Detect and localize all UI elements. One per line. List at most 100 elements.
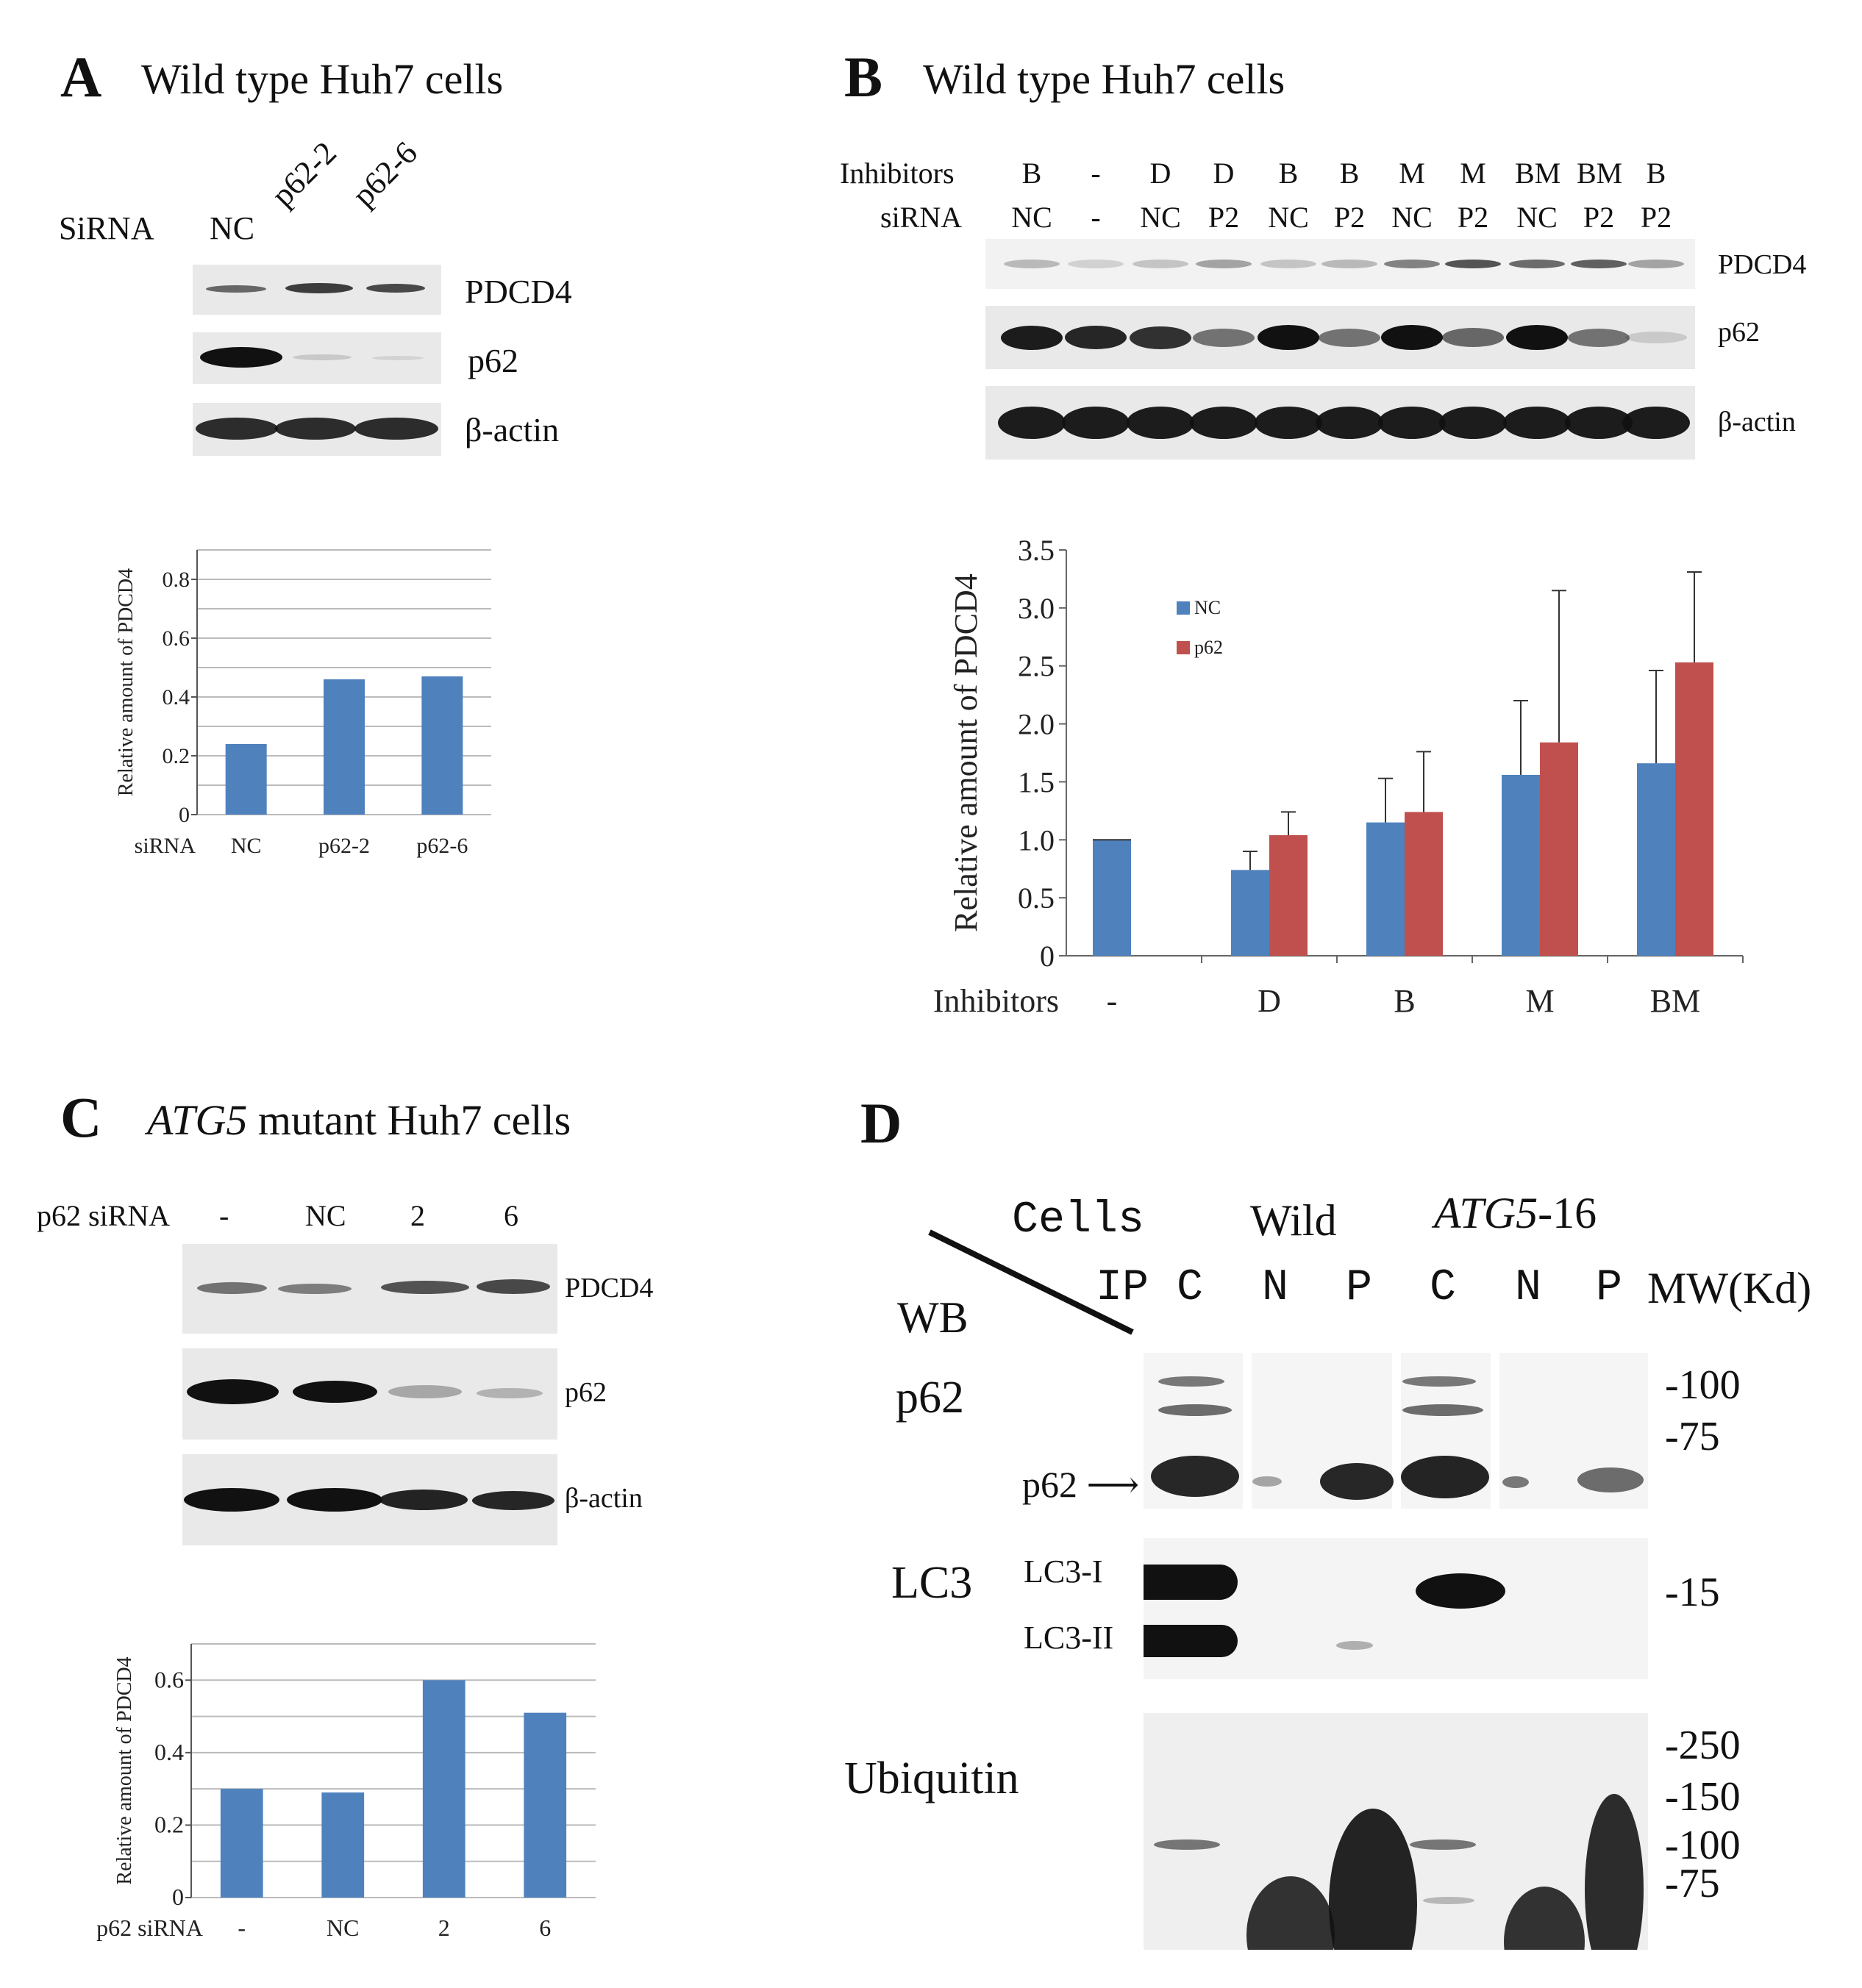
panel-a-lane-label: NC: [210, 210, 255, 246]
panel-c-lane-label: 2: [410, 1199, 425, 1232]
bar: [422, 1680, 465, 1898]
panel-a-sirna-label: SiRNA: [59, 210, 154, 246]
y-tick-label: 2.0: [1018, 708, 1055, 741]
bar-NC: [1093, 840, 1131, 956]
bar: [421, 676, 463, 815]
lc3-band-label: LC3-II: [1024, 1620, 1114, 1656]
inhibitor-lane-label: M: [1460, 157, 1486, 190]
mutant-label: ATG5-16: [1434, 1189, 1597, 1237]
x-axis-label: siRNA: [135, 834, 196, 858]
inhibitor-lane-label: BM: [1577, 157, 1623, 190]
panel-c-letter: C: [60, 1085, 102, 1149]
blot-label: PDCD4: [465, 273, 572, 310]
wb-label: WB: [897, 1293, 969, 1342]
y-tick-label: 0: [179, 803, 190, 827]
sirna-lane-label: NC: [1516, 201, 1558, 234]
panel-c-title: ATG5 mutant Huh7 cells: [147, 1096, 571, 1144]
sirna-lane-label: P2: [1457, 201, 1489, 234]
western-blot-pdcd4: [193, 265, 441, 315]
wb-row-label: Ubiquitin: [844, 1753, 1019, 1803]
western-blot-pdcd4: [985, 239, 1695, 289]
y-tick-label: 1.5: [1018, 765, 1055, 798]
sirna-lane-label: NC: [1391, 201, 1433, 234]
bar-p62: [1540, 742, 1578, 956]
panel-b-title: Wild type Huh7 cells: [923, 55, 1285, 103]
panel-b-letter: B: [844, 45, 883, 109]
sirna-lane-label: P2: [1333, 201, 1366, 234]
legend-label: p62: [1194, 637, 1223, 658]
blot-label: PDCD4: [565, 1273, 654, 1304]
western-blot-p62: [985, 306, 1695, 369]
panel-c-lane-label: NC: [305, 1199, 346, 1232]
inhibitor-lane-label: M: [1399, 157, 1425, 190]
western-blot-actin: [985, 386, 1695, 460]
inhibitor-lane-label: -: [1091, 157, 1101, 190]
lc3-band-label: LC3-I: [1024, 1553, 1103, 1590]
lane-label: N: [1515, 1263, 1542, 1313]
inhibitor-lane-label: B: [1021, 157, 1042, 190]
y-tick-label: 2.5: [1018, 650, 1055, 683]
x-tick-label: -: [238, 1914, 246, 1941]
inhibitor-lane-label: B: [1646, 157, 1666, 190]
bar: [321, 1792, 365, 1898]
y-tick-label: 3.5: [1018, 534, 1055, 567]
mw-marker: -15: [1665, 1570, 1720, 1615]
mw-marker: -75: [1665, 1414, 1720, 1459]
x-tick-label: -: [1107, 983, 1118, 1019]
wb-row-label: LC3: [891, 1558, 973, 1608]
y-tick-label: 0.4: [154, 1739, 184, 1765]
bar-p62: [1405, 812, 1443, 956]
mw-marker: -100: [1665, 1823, 1741, 1868]
bar-NC: [1231, 870, 1269, 956]
sirna-lane-label: NC: [1268, 201, 1309, 234]
y-tick-label: 0.2: [154, 1811, 184, 1837]
x-tick-label: D: [1258, 983, 1281, 1019]
legend-swatch: [1177, 601, 1190, 615]
inhibitor-lane-label: BM: [1515, 157, 1561, 190]
panel-a-letter: A: [60, 45, 102, 109]
sirna-lane-label: -: [1091, 201, 1101, 234]
x-tick-label: M: [1525, 983, 1554, 1019]
bar-chart-a: 0 0.2 0.4 0.6 0.8 NC p62-2 p62-6 siRNA Relative a…: [115, 549, 491, 858]
western-blot-p62: [182, 1348, 557, 1440]
bar-p62: [1675, 662, 1713, 956]
panel-c-lane-label: -: [219, 1199, 229, 1232]
bar: [225, 744, 267, 815]
legend-swatch: [1177, 641, 1190, 654]
mw-label: MW(Kd): [1647, 1264, 1812, 1312]
lane-label: P: [1346, 1263, 1373, 1313]
panel-d-letter: D: [860, 1091, 902, 1155]
lane-label: N: [1262, 1263, 1289, 1313]
western-blot-actin: [182, 1454, 557, 1545]
mw-marker: -250: [1665, 1723, 1741, 1768]
y-tick-label: 1.0: [1018, 823, 1055, 857]
panel-c-sirna-label: p62 siRNA: [37, 1199, 171, 1232]
sirna-row-label: siRNA: [880, 201, 963, 234]
western-blot-pdcd4: [182, 1244, 557, 1334]
mw-marker: -100: [1665, 1362, 1741, 1408]
arrow-right-icon: ⟶: [1086, 1464, 1140, 1505]
y-tick-label: 0.5: [1018, 882, 1055, 915]
ip-label: IP: [1096, 1263, 1149, 1313]
x-axis-label: Inhibitors: [933, 983, 1059, 1019]
sirna-lane-label: P2: [1640, 201, 1672, 234]
x-tick-label: B: [1394, 983, 1415, 1019]
bar-NC: [1502, 774, 1540, 956]
legend-label: NC: [1194, 597, 1221, 618]
lane-label: C: [1430, 1263, 1457, 1313]
bar: [220, 1789, 263, 1898]
sirna-lane-label: P2: [1583, 201, 1615, 234]
ip-blot-p62: [1144, 1353, 1648, 1509]
y-axis-label: Relative amount of PDCD4: [948, 573, 984, 932]
sirna-lane-label: P2: [1208, 201, 1240, 234]
p62-arrow-label: p62 ⟶: [1022, 1464, 1140, 1505]
inhibitor-lane-label: B: [1339, 157, 1360, 190]
y-axis-label: Relative amount of PDCD4: [115, 568, 138, 796]
y-tick-label: 3.0: [1018, 592, 1055, 625]
blot-label: β-actin: [565, 1483, 643, 1514]
cells-label: Cells: [1012, 1195, 1145, 1245]
blot-label: PDCD4: [1718, 249, 1807, 280]
inhibitors-row-label: Inhibitors: [840, 157, 955, 190]
panel-a-title: Wild type Huh7 cells: [141, 55, 504, 103]
western-blot-p62: [193, 332, 441, 384]
